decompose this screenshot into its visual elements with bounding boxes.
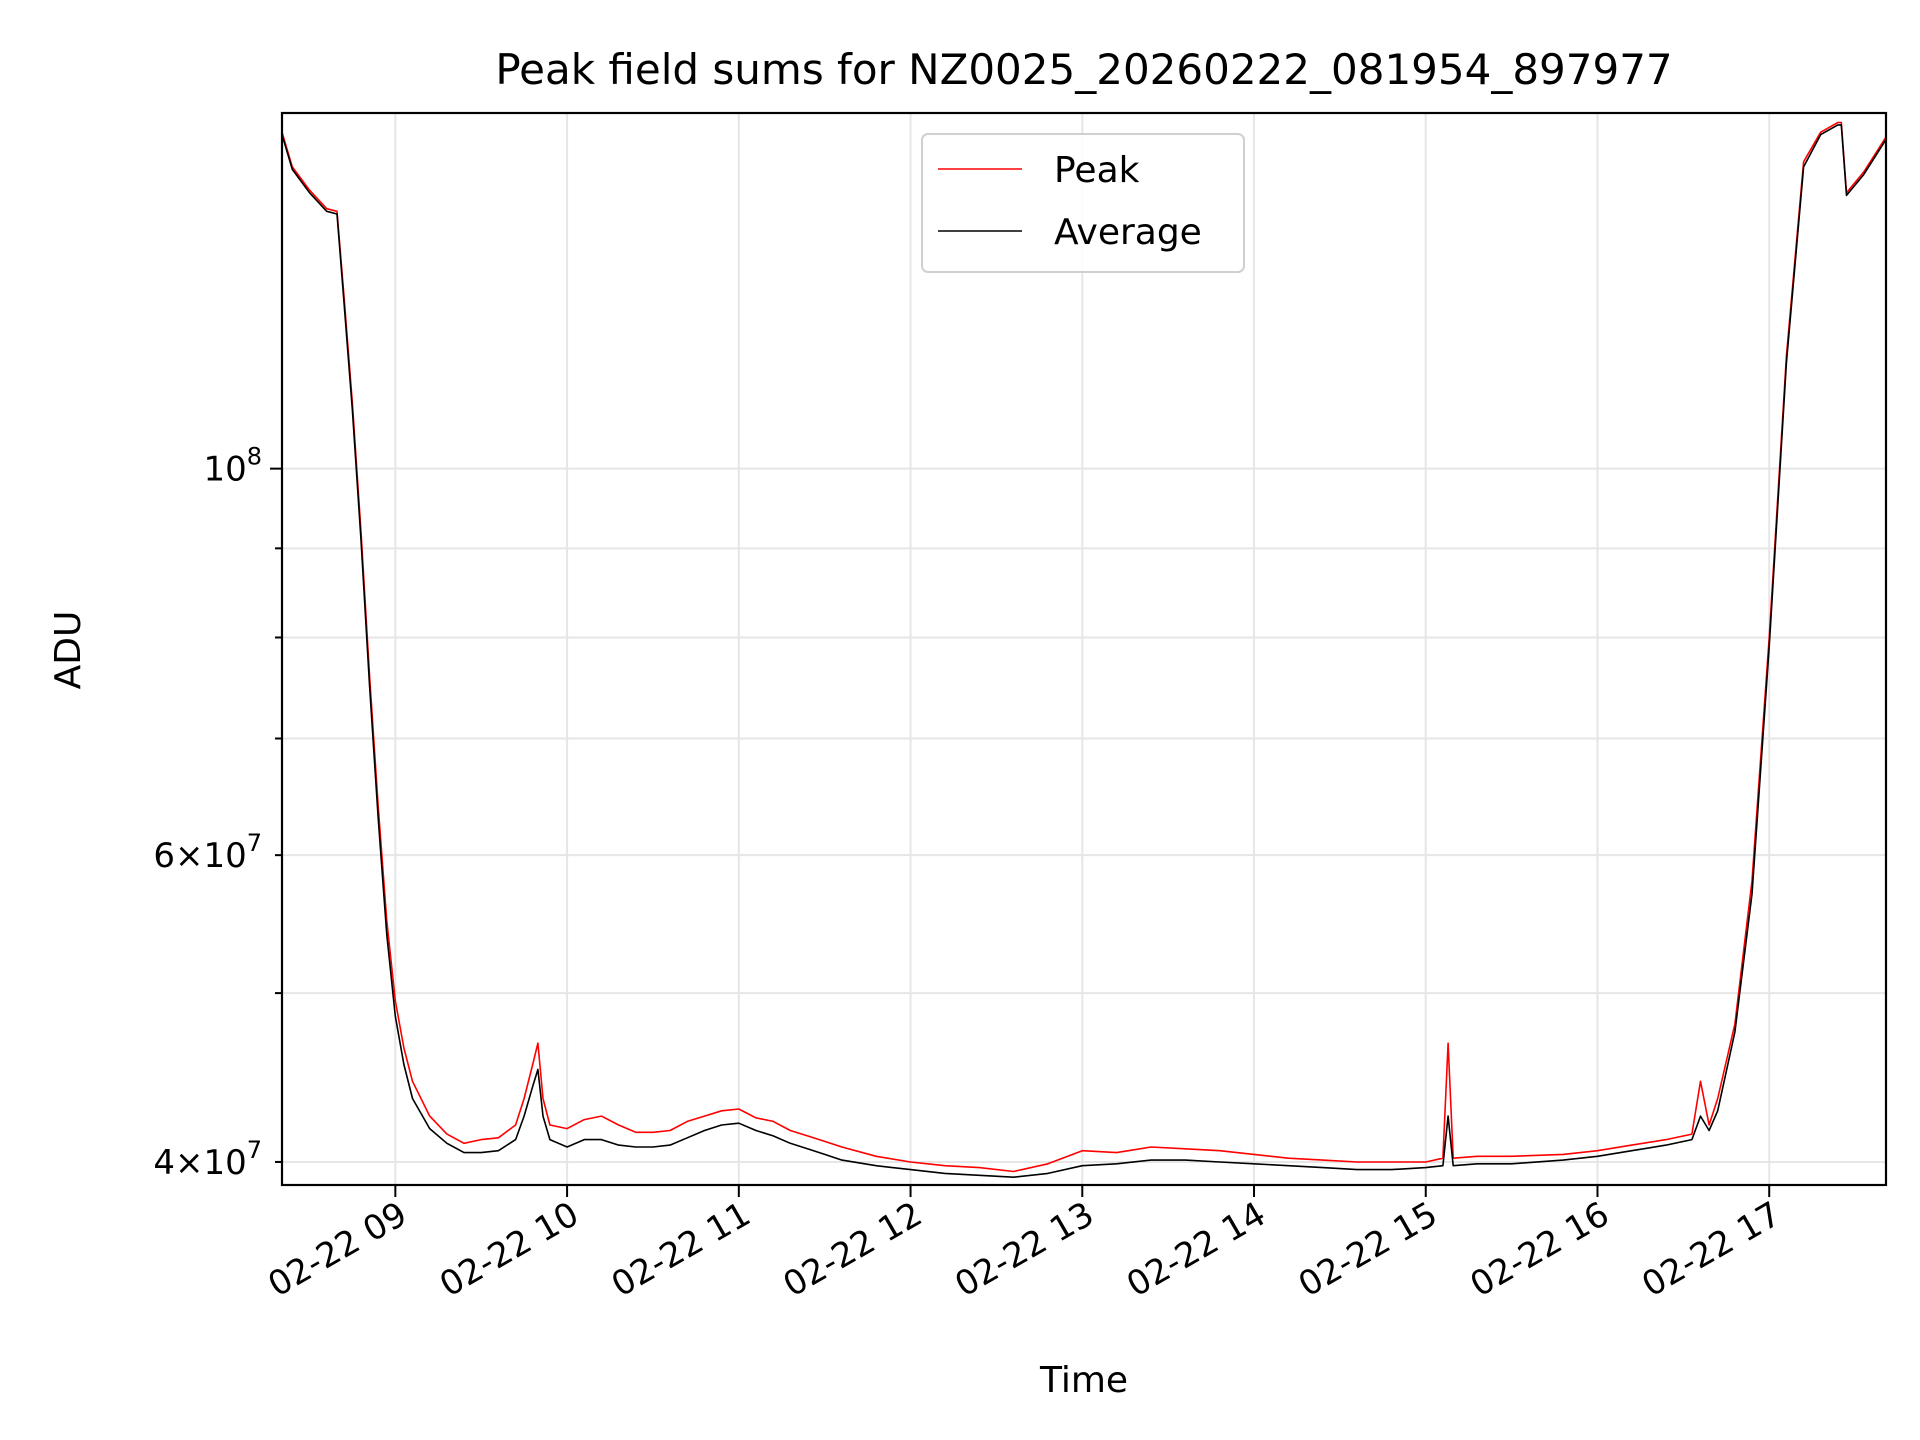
legend-label-average: Average xyxy=(1054,212,1202,253)
axes-frame xyxy=(280,111,1888,1187)
series-line-peak xyxy=(282,121,1886,1173)
y-axis-label: ADU xyxy=(48,611,89,690)
legend: Peak Average xyxy=(921,133,1245,273)
legend-label-peak: Peak xyxy=(1054,150,1140,191)
series-line-average xyxy=(282,124,1886,1178)
y-major-tick-label-0: 108 xyxy=(203,443,262,490)
x-axis-label: Time xyxy=(1039,1360,1128,1401)
chart-title: Peak field sums for NZ0025_20260222_0819… xyxy=(495,45,1672,94)
y-minor-tick-label-0: 4×107 xyxy=(153,1136,262,1183)
y-minor-tick-label-2: 6×107 xyxy=(153,829,262,876)
grid xyxy=(282,113,1886,1185)
plot-area xyxy=(282,121,1886,1178)
